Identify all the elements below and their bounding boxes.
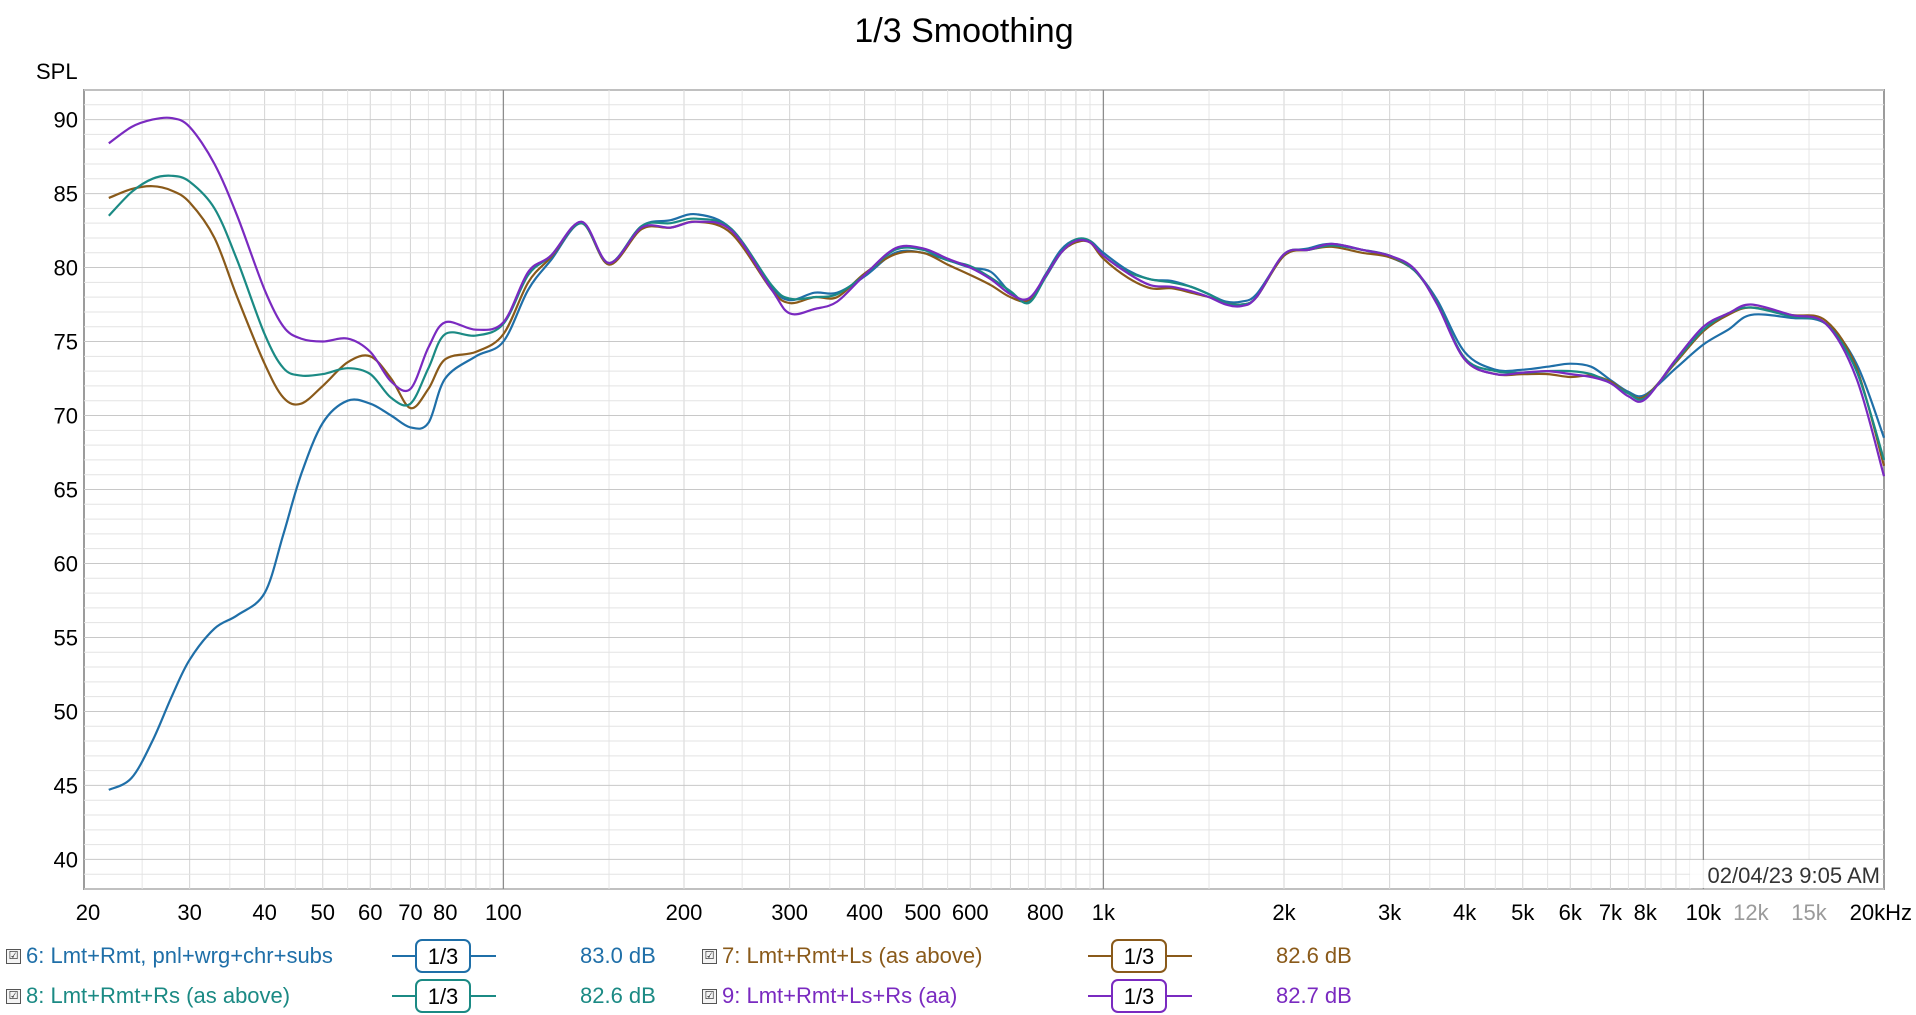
- x-tick-label: 10k: [1686, 900, 1722, 925]
- smoothing-value: 1/3: [1124, 984, 1155, 1009]
- y-tick-label: 50: [54, 699, 78, 724]
- smoothing-button-series-6[interactable]: 1/3: [390, 937, 498, 975]
- series-line-9: [108, 116, 1886, 477]
- x-tick-label: 500: [904, 900, 941, 925]
- legend-label: 8: Lmt+Rmt+Rs (as above): [26, 983, 291, 1008]
- x-tick-label: 30: [177, 900, 201, 925]
- x-tick-label: 6k: [1559, 900, 1583, 925]
- legend-item-series-7[interactable]: ☑ 7: Lmt+Rmt+Ls (as above): [702, 938, 982, 974]
- series-lines: [108, 116, 1886, 791]
- legend-label: 7: Lmt+Rmt+Ls (as above): [722, 943, 983, 968]
- y-tick-label: 70: [54, 404, 78, 429]
- x-tick-label: 70: [398, 900, 422, 925]
- smoothing-button-series-7[interactable]: 1/3: [1086, 937, 1194, 975]
- y-tick-label: 90: [54, 108, 78, 133]
- level-value-series-8: 82.6 dB: [580, 983, 656, 1008]
- x-tick-label: 20: [76, 900, 100, 925]
- x-tick-label: 8k: [1634, 900, 1658, 925]
- smoothing-value: 1/3: [428, 984, 459, 1009]
- timestamp-background: [1690, 860, 1882, 888]
- x-tick-label: 400: [846, 900, 883, 925]
- x-tick-label: 2k: [1272, 900, 1296, 925]
- chart-title: 1/3 Smoothing: [854, 12, 1073, 50]
- checkbox-icon[interactable]: ☑: [702, 948, 717, 964]
- y-tick-label: 85: [54, 182, 78, 207]
- x-tick-label: 4k: [1453, 900, 1477, 925]
- checkbox-icon[interactable]: ☑: [702, 988, 717, 1004]
- x-tick-label: 7k: [1599, 900, 1623, 925]
- y-tick-label: 60: [54, 551, 78, 576]
- y-tick-label: 40: [54, 847, 78, 872]
- y-tick-label: 80: [54, 256, 78, 281]
- x-tick-label: 80: [433, 900, 457, 925]
- legend-item-series-9[interactable]: ☑ 9: Lmt+Rmt+Ls+Rs (aa): [702, 978, 957, 1014]
- x-tick-label: 800: [1027, 900, 1064, 925]
- x-tick-label: 300: [771, 900, 808, 925]
- major-grid: [84, 90, 1884, 889]
- x-tick-label: 40: [252, 900, 276, 925]
- legend-label: 6: Lmt+Rmt, pnl+wrg+chr+subs: [26, 943, 333, 968]
- level-value-series-6: 83.0 dB: [580, 943, 656, 968]
- smoothing-button-series-8[interactable]: 1/3: [390, 977, 498, 1015]
- x-tick-label: 100: [485, 900, 522, 925]
- y-tick-label: 45: [54, 773, 78, 798]
- x-tick-label: 200: [666, 900, 703, 925]
- y-tick-label: 55: [54, 625, 78, 650]
- x-tick-label: 600: [952, 900, 989, 925]
- smoothing-value: 1/3: [1124, 944, 1155, 969]
- smoothing-button-series-9[interactable]: 1/3: [1086, 977, 1194, 1015]
- y-axis-label: SPL: [36, 59, 78, 84]
- x-tick-label: 50: [311, 900, 335, 925]
- x-tick-label: 5k: [1511, 900, 1535, 925]
- legend-item-series-6[interactable]: ☑ 6: Lmt+Rmt, pnl+wrg+chr+subs: [6, 938, 333, 974]
- x-tick-label: 12k: [1733, 900, 1769, 925]
- timestamp: 02/04/23 9:05 AM: [1708, 863, 1880, 888]
- x-tick-label: 3k: [1378, 900, 1402, 925]
- x-tick-label: 1k: [1092, 900, 1116, 925]
- checkbox-icon[interactable]: ☑: [6, 948, 21, 964]
- x-tick-label: 60: [358, 900, 382, 925]
- y-axis-ticks: 90 85 80 75 70 65 60 55 50 45 40: [54, 108, 78, 873]
- level-value-series-9: 82.7 dB: [1276, 983, 1352, 1008]
- y-tick-label: 75: [54, 330, 78, 355]
- legend-label: 9: Lmt+Rmt+Ls+Rs (aa): [722, 983, 958, 1008]
- x-tick-label: 15k: [1791, 900, 1827, 925]
- x-tick-label: 20kHz: [1850, 900, 1912, 925]
- legend-item-series-8[interactable]: ☑ 8: Lmt+Rmt+Rs (as above): [6, 978, 290, 1014]
- y-tick-label: 65: [54, 478, 78, 503]
- level-value-series-7: 82.6 dB: [1276, 943, 1352, 968]
- smoothing-value: 1/3: [428, 944, 459, 969]
- x-axis-ticks: 20 30 40 50 60 70 80 100 200 300 400 500 600 800 1k 2k 3…: [76, 900, 1912, 925]
- checkbox-icon[interactable]: ☑: [6, 988, 21, 1004]
